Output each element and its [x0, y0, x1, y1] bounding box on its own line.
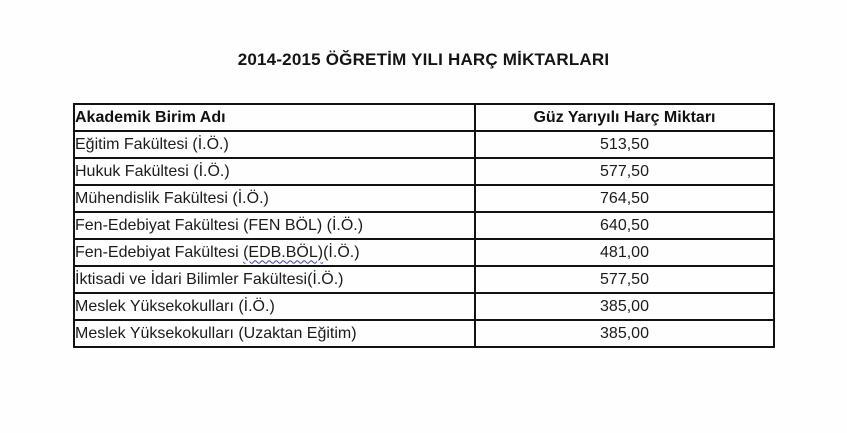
table-row: Fen-Edebiyat Fakültesi (FEN BÖL) (İ.Ö.) … — [73, 211, 775, 240]
unit-name-cell: Mühendislik Fakültesi (İ.Ö.) — [73, 184, 476, 213]
column-header-unit-name: Akademik Birim Adı — [73, 103, 476, 132]
table-row: Meslek Yüksekokulları (Uzaktan Eğitim) 3… — [73, 319, 775, 348]
column-header-fall-fee: Güz Yarıyılı Harç Miktarı — [474, 103, 775, 132]
table-row: Fen-Edebiyat Fakültesi (EDB.BÖL)(İ.Ö.) 4… — [73, 238, 775, 267]
unit-name-text: (İ.Ö.) — [323, 243, 360, 261]
spellcheck-wavy-underline-text: (EDB.BÖL) — [243, 243, 324, 261]
unit-name-text: Fen-Edebiyat Fakültesi — [75, 243, 244, 261]
fee-amount-cell: 513,50 — [474, 130, 775, 159]
table-row: İktisadi ve İdari Bilimler Fakültesi(İ.Ö… — [73, 265, 775, 294]
fee-amount-cell: 385,00 — [474, 319, 775, 348]
page-title: 2014-2015 ÖĞRETİM YILI HARÇ MİKTARLARI — [237, 50, 610, 69]
table-row: Hukuk Fakültesi (İ.Ö.) 577,50 — [73, 157, 775, 186]
fee-amount-cell: 764,50 — [474, 184, 775, 213]
unit-name-cell: Meslek Yüksekokulları (Uzaktan Eğitim) — [73, 319, 476, 348]
unit-name-cell: Meslek Yüksekokulları (İ.Ö.) — [73, 292, 476, 321]
fee-amount-cell: 577,50 — [474, 157, 775, 186]
fee-amount-cell: 481,00 — [474, 238, 775, 267]
unit-name-cell: Fen-Edebiyat Fakültesi (EDB.BÖL)(İ.Ö.) — [73, 238, 476, 267]
table-row: Meslek Yüksekokulları (İ.Ö.) 385,00 — [73, 292, 775, 321]
table-header-row: Akademik Birim Adı Güz Yarıyılı Harç Mik… — [73, 103, 775, 132]
unit-name-cell: Fen-Edebiyat Fakültesi (FEN BÖL) (İ.Ö.) — [73, 211, 476, 240]
table-row: Mühendislik Fakültesi (İ.Ö.) 764,50 — [73, 184, 775, 213]
unit-name-cell: İktisadi ve İdari Bilimler Fakültesi(İ.Ö… — [73, 265, 476, 294]
unit-name-cell: Hukuk Fakültesi (İ.Ö.) — [73, 157, 476, 186]
fee-table: Akademik Birim Adı Güz Yarıyılı Harç Mik… — [73, 103, 775, 348]
fee-amount-cell: 577,50 — [474, 265, 775, 294]
unit-name-cell: Eğitim Fakültesi (İ.Ö.) — [73, 130, 476, 159]
fee-amount-cell: 640,50 — [474, 211, 775, 240]
fee-amount-cell: 385,00 — [474, 292, 775, 321]
table-row: Eğitim Fakültesi (İ.Ö.) 513,50 — [73, 130, 775, 159]
